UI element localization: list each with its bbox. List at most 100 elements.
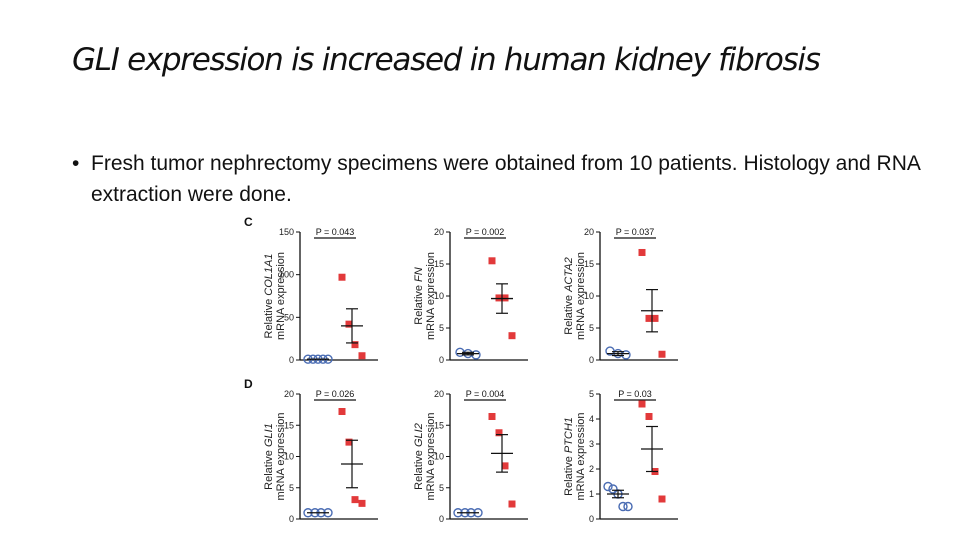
control-point xyxy=(608,484,618,494)
y-axis-label-prefix: Relative xyxy=(413,282,425,325)
y-tick-label: 10 xyxy=(434,452,444,462)
fibrosis-point xyxy=(358,352,366,360)
slide-title: GLI expression is increased in human kid… xyxy=(72,42,821,78)
y-tick-label: 4 xyxy=(589,414,594,424)
y-tick-label: 0 xyxy=(589,355,594,365)
fibrosis-point xyxy=(358,499,366,507)
fibrosis-point xyxy=(501,462,509,470)
y-tick-label: 150 xyxy=(279,227,294,237)
y-axis-label: Relative GLI1 xyxy=(263,423,275,490)
y-tick-label: 15 xyxy=(434,420,444,430)
y-axis-label-prefix: Relative xyxy=(563,453,575,496)
y-axis-label-prefix: Relative xyxy=(413,447,425,490)
y-axis-label-gene: FN xyxy=(413,267,425,282)
y-axis-label-gene: GLI1 xyxy=(263,423,275,447)
bullet-marker: • xyxy=(72,152,80,175)
y-axis-label-gene: GLI2 xyxy=(413,423,425,447)
p-value-label: P = 0.004 xyxy=(466,389,505,399)
p-value-label: P = 0.03 xyxy=(618,389,652,399)
p-value-label: P = 0.043 xyxy=(316,227,355,237)
chart-panel-ptch1: 0 1 2 3 4 5 Relative PTCH1 mRNA expression P = 0… xyxy=(563,389,678,524)
control-point xyxy=(621,350,631,360)
y-tick-label: 2 xyxy=(589,464,594,474)
panel-label: C xyxy=(244,215,253,229)
p-value-label: P = 0.002 xyxy=(466,227,505,237)
y-tick-label: 20 xyxy=(434,389,444,399)
p-value-label: P = 0.026 xyxy=(316,389,355,399)
y-axis-label-prefix: Relative xyxy=(263,447,275,490)
y-tick-label: 5 xyxy=(589,323,594,333)
y-tick-label: 10 xyxy=(434,291,444,301)
fibrosis-point xyxy=(651,314,659,322)
y-tick-label: 10 xyxy=(584,291,594,301)
control-point xyxy=(618,501,628,512)
y-tick-label: 0 xyxy=(589,514,594,524)
y-tick-label: 20 xyxy=(434,227,444,237)
y-tick-label: 15 xyxy=(434,259,444,269)
fibrosis-point xyxy=(495,429,503,437)
y-axis-label-gene: ACTA2 xyxy=(563,257,575,293)
fibrosis-point xyxy=(658,495,666,503)
y-axis-label-line2: mRNA expression xyxy=(425,252,437,340)
fibrosis-point xyxy=(345,438,353,446)
y-axis-label-line2: mRNA expression xyxy=(275,252,287,340)
fibrosis-point xyxy=(645,413,653,420)
y-axis-label: Relative GLI2 xyxy=(413,423,425,490)
fibrosis-point xyxy=(488,413,496,420)
y-tick-label: 5 xyxy=(289,483,294,493)
chart-panel-fn: 0 5 10 15 20 Relative FN mRNA expression P = 0.… xyxy=(413,227,528,365)
y-axis-label-line2: mRNA expression xyxy=(575,412,587,500)
y-tick-label: 100 xyxy=(279,270,294,280)
y-tick-label: 0 xyxy=(439,355,444,365)
chart-panel-gli1: D 0 5 10 15 20 Relative GLI1 mRNA expression P =… xyxy=(244,377,378,524)
fibrosis-point xyxy=(508,500,516,508)
y-tick-label: 20 xyxy=(284,389,294,399)
fibrosis-point xyxy=(351,341,359,349)
y-tick-label: 10 xyxy=(284,452,294,462)
fibrosis-point xyxy=(645,314,653,322)
y-tick-label: 0 xyxy=(289,355,294,365)
y-tick-label: 20 xyxy=(584,227,594,237)
control-point xyxy=(603,481,613,492)
fibrosis-point xyxy=(508,332,516,340)
y-tick-label: 1 xyxy=(589,489,594,499)
fibrosis-point xyxy=(338,408,346,415)
y-tick-label: 5 xyxy=(439,323,444,333)
y-axis-label-gene: COL1A1 xyxy=(263,254,275,296)
y-axis-label: Relative COL1A1 xyxy=(263,254,275,339)
control-point xyxy=(605,346,615,356)
y-axis-label: Relative ACTA2 xyxy=(563,257,575,334)
fibrosis-point xyxy=(658,350,666,358)
y-axis-label: Relative FN xyxy=(413,267,425,325)
y-tick-label: 0 xyxy=(439,514,444,524)
y-axis-label-prefix: Relative xyxy=(263,296,275,339)
scatter-figure: C 0 50 100 150 Relative COL1A1 mRNA expression… xyxy=(236,210,686,536)
y-axis-label-prefix: Relative xyxy=(563,292,575,335)
y-tick-label: 3 xyxy=(589,439,594,449)
fibrosis-point xyxy=(338,273,346,281)
chart-panel-acta2: 0 5 10 15 20 Relative ACTA2 mRNA expression P =… xyxy=(563,227,678,365)
fibrosis-point xyxy=(351,496,359,504)
control-point xyxy=(623,501,633,512)
y-axis-label-line2: mRNA expression xyxy=(425,412,437,500)
y-axis-label: Relative PTCH1 xyxy=(563,417,575,496)
fibrosis-point xyxy=(488,257,496,265)
bullet-text: Fresh tumor nephrectomy specimens were o… xyxy=(91,152,920,206)
y-axis-label-line2: mRNA expression xyxy=(275,412,287,500)
y-axis-label-gene: PTCH1 xyxy=(563,417,575,453)
y-tick-label: 5 xyxy=(439,483,444,493)
y-tick-label: 50 xyxy=(284,312,294,322)
y-tick-label: 0 xyxy=(289,514,294,524)
y-tick-label: 15 xyxy=(584,259,594,269)
fibrosis-point xyxy=(638,400,646,408)
panel-label: D xyxy=(244,377,253,391)
p-value-label: P = 0.037 xyxy=(616,227,655,237)
y-tick-label: 5 xyxy=(589,389,594,399)
bullet-item: • Fresh tumor nephrectomy specimens were… xyxy=(72,148,932,210)
fibrosis-point xyxy=(345,320,353,328)
chart-panel-col1a1: C 0 50 100 150 Relative COL1A1 mRNA expression… xyxy=(244,215,378,365)
y-tick-label: 15 xyxy=(284,420,294,430)
chart-panel-gli2: 0 5 10 15 20 Relative GLI2 mRNA expression P = … xyxy=(413,389,528,524)
y-axis-label-line2: mRNA expression xyxy=(575,252,587,340)
